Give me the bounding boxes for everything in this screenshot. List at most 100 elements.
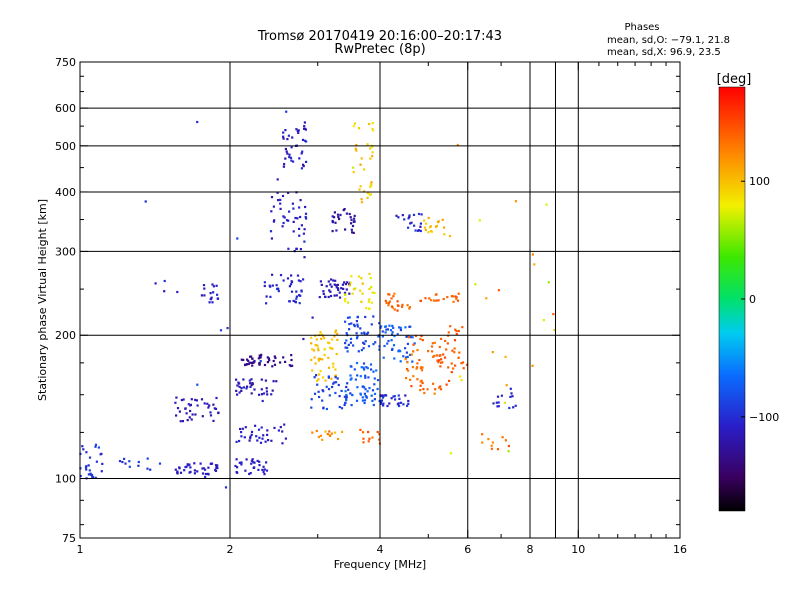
- echo-point: [215, 284, 218, 287]
- echo-point: [316, 383, 319, 386]
- echo-point: [531, 364, 534, 367]
- echo-point: [440, 361, 443, 364]
- echo-point: [356, 374, 359, 377]
- echo-point: [368, 193, 371, 197]
- echo-point: [419, 389, 422, 392]
- echo-point: [396, 309, 399, 312]
- echo-point: [405, 377, 408, 380]
- echo-point: [442, 353, 445, 356]
- echo-point: [176, 407, 180, 410]
- echo-point: [88, 456, 92, 459]
- echo-point: [329, 434, 332, 437]
- echo-point: [290, 274, 293, 277]
- echo-point: [175, 396, 178, 399]
- echo-point: [553, 328, 556, 332]
- echo-point: [193, 469, 196, 472]
- echo-point: [305, 160, 308, 163]
- echo-point: [319, 434, 322, 437]
- echo-point: [348, 316, 351, 319]
- echo-point: [244, 469, 247, 472]
- echo-point: [346, 316, 350, 319]
- echo-point: [507, 444, 510, 448]
- echo-point: [254, 424, 257, 427]
- echo-point: [235, 440, 238, 443]
- echo-point: [328, 346, 332, 349]
- echo-point: [412, 350, 415, 353]
- echo-point: [275, 284, 278, 287]
- echo-point: [303, 256, 306, 259]
- echo-point: [434, 388, 437, 391]
- echo-point: [313, 356, 316, 359]
- echo-point: [282, 131, 285, 134]
- echo-point: [449, 452, 452, 455]
- echo-point: [154, 282, 157, 285]
- echo-point: [372, 403, 375, 407]
- y-axis-label: Stationary phase Virtual Height [km]: [36, 199, 49, 401]
- echo-point: [210, 296, 213, 299]
- echo-point: [277, 290, 280, 293]
- y-tick-label: 100: [55, 473, 76, 486]
- echo-point: [258, 464, 261, 467]
- echo-point: [335, 286, 338, 289]
- echo-point: [432, 299, 436, 302]
- echo-point: [248, 439, 251, 442]
- echo-point: [336, 332, 339, 335]
- echo-point: [295, 297, 298, 300]
- echo-point: [183, 469, 186, 472]
- echo-point: [509, 395, 512, 398]
- echo-point: [315, 374, 318, 377]
- echo-point: [194, 413, 197, 416]
- echo-point: [405, 356, 408, 359]
- echo-point: [409, 222, 412, 225]
- echo-point: [348, 284, 351, 287]
- echo-point: [344, 293, 347, 296]
- echo-point: [364, 340, 367, 343]
- echo-point: [339, 213, 342, 217]
- echo-point: [298, 157, 301, 160]
- echo-point: [292, 207, 295, 210]
- echo-point: [364, 395, 367, 398]
- echo-point: [364, 388, 367, 391]
- echo-point: [248, 361, 251, 364]
- echo-point: [178, 466, 181, 469]
- echo-point: [81, 445, 84, 448]
- echo-point: [319, 370, 322, 373]
- echo-point: [199, 462, 202, 465]
- echo-point: [382, 404, 385, 407]
- echo-point: [390, 397, 393, 400]
- echo-point: [371, 399, 374, 402]
- echo-point: [455, 296, 458, 299]
- echo-point: [349, 216, 352, 219]
- echo-point: [353, 368, 356, 371]
- echo-point: [399, 360, 402, 363]
- echo-point: [444, 339, 447, 342]
- echo-point: [295, 295, 298, 298]
- echo-point: [250, 392, 253, 395]
- echo-point: [447, 366, 450, 369]
- echo-point: [404, 347, 407, 350]
- echo-point: [362, 362, 366, 365]
- echo-point: [268, 359, 271, 362]
- echo-point: [211, 301, 214, 304]
- echo-point: [439, 354, 442, 357]
- echo-point: [270, 237, 273, 240]
- echo-point: [212, 403, 215, 406]
- echo-point: [296, 217, 299, 220]
- echo-point: [334, 374, 337, 377]
- echo-point: [276, 191, 279, 194]
- echo-point: [272, 220, 275, 223]
- echo-point: [301, 138, 305, 141]
- echo-point: [344, 402, 347, 405]
- echo-point: [273, 355, 276, 358]
- echo-point: [429, 225, 432, 228]
- echo-point: [295, 247, 298, 250]
- echo-point: [158, 462, 162, 465]
- echo-point: [399, 401, 403, 404]
- echo-point: [369, 185, 372, 188]
- echo-point: [209, 297, 212, 301]
- echo-point: [408, 215, 411, 218]
- echo-point: [249, 437, 252, 440]
- echo-point: [437, 361, 440, 364]
- echo-point: [345, 385, 348, 389]
- echo-point: [271, 273, 274, 276]
